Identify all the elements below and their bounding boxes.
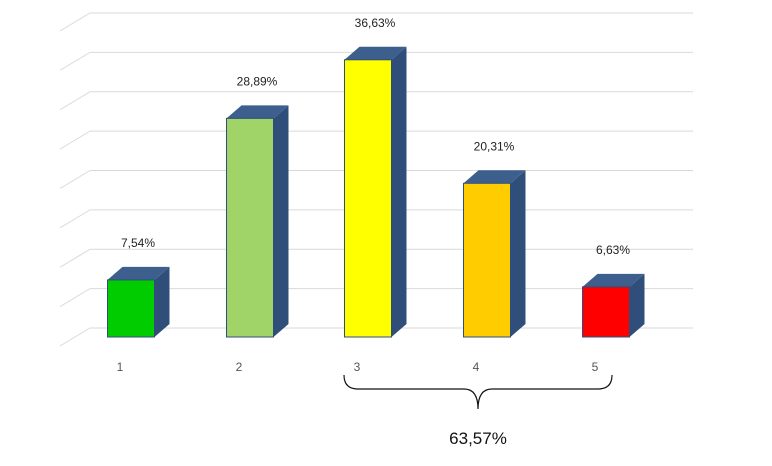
grid-diagonal [59, 170, 91, 189]
data-label-2: 28,89% [237, 74, 278, 88]
grid-diagonal [59, 209, 91, 229]
x-tick-2: 2 [236, 360, 243, 374]
grid-diagonal [59, 248, 91, 268]
brace-shape [343, 374, 613, 410]
bar-side [510, 170, 526, 337]
x-tick-1: 1 [117, 360, 124, 374]
bar-front [226, 117, 274, 338]
data-label-1: 7,54% [121, 236, 155, 250]
chart-bars [107, 46, 645, 338]
grid-diagonal [59, 51, 91, 71]
chart-data-labels: 7,54% 28,89% 36,63% 20,31% 6,63% [121, 16, 630, 257]
bar-top [463, 170, 526, 184]
bar-3 [344, 46, 407, 338]
data-label-3: 36,63% [355, 16, 396, 30]
bar-top [582, 273, 645, 287]
bar-1 [107, 266, 170, 338]
grid-diagonal [59, 130, 91, 150]
grid-diagonal [59, 288, 91, 308]
bar-side [154, 266, 170, 337]
grid-diagonal [59, 12, 91, 32]
bar-2 [226, 105, 289, 338]
data-label-4: 20,31% [474, 139, 515, 153]
bar-top [344, 46, 407, 60]
chart-x-ticks: 1 2 3 4 5 [117, 360, 599, 374]
x-tick-4: 4 [473, 360, 480, 374]
bar-front [582, 286, 630, 338]
bar-front [107, 279, 155, 338]
brace-label: 63,57% [449, 429, 507, 448]
chart-annotation: 63,57% [343, 374, 613, 448]
x-tick-5: 5 [592, 360, 599, 374]
data-label-5: 6,63% [596, 243, 630, 257]
grid-diagonal [59, 327, 91, 347]
bar-top [226, 105, 289, 119]
grid-diagonal [59, 91, 91, 111]
bar-side [273, 105, 289, 338]
bar-5 [582, 273, 645, 338]
x-tick-3: 3 [354, 360, 361, 374]
bar-side [629, 273, 645, 337]
bar-top [107, 266, 170, 280]
bar-4 [463, 170, 526, 338]
bar-front [463, 182, 511, 338]
bar-front [344, 59, 392, 338]
bar-side [391, 46, 407, 338]
